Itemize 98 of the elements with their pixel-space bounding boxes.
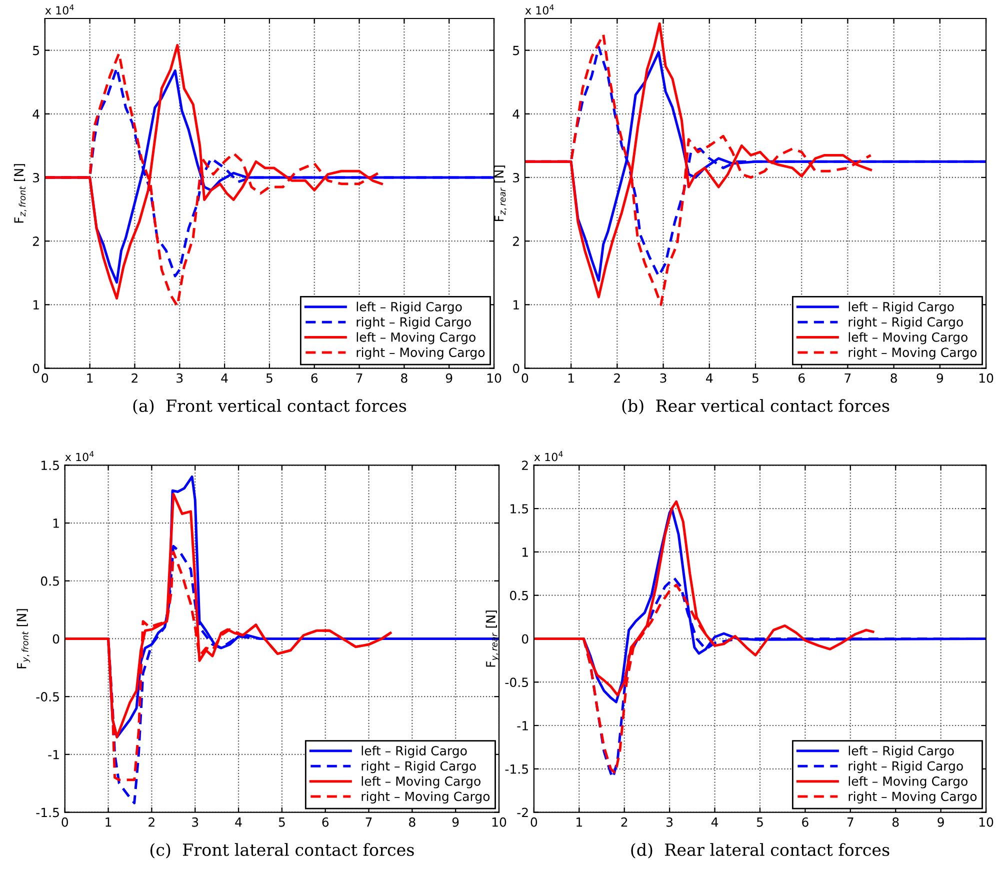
y-tick-label: -1: [48, 750, 59, 760]
x-tick-label: 2: [621, 817, 628, 827]
legend-label: left – Moving Cargo: [362, 776, 480, 788]
text: x 10$^{4}$: [534, 451, 563, 462]
y-tick-label: 5: [33, 46, 39, 56]
y-axis-title: F$_{z,rear}$ [N]: [494, 166, 507, 222]
x-tick-label: 3: [660, 373, 666, 383]
y-tick-label: 1.5: [42, 460, 59, 470]
legend-label: right – Moving Cargo: [848, 347, 977, 360]
y-tick-label: -2: [517, 808, 528, 818]
x-tick-label: 7: [847, 818, 854, 827]
x-tick-label: 3: [192, 817, 198, 827]
x-tick-label: 6: [322, 817, 329, 827]
x-tick-label: 4: [706, 374, 713, 383]
x-tick-label: 4: [235, 818, 242, 827]
x-tick-label: 0: [62, 817, 68, 827]
x-tick-label: 2: [148, 817, 154, 827]
x-tick-label: 2: [132, 373, 138, 383]
y-tick-label: 0: [522, 634, 528, 644]
x-tick-label: 4: [711, 818, 718, 827]
x-tick-label: 10: [492, 817, 506, 827]
y-tick-label: 1: [522, 548, 528, 557]
y-tick-label: 4: [512, 110, 520, 119]
y-tick-label: -1.5: [505, 764, 528, 774]
y-tick-label: -0.5: [505, 678, 528, 688]
legend-label: left – Moving Cargo: [848, 776, 968, 788]
y-tick-label: 1: [53, 518, 59, 528]
x-tick-label: 2: [614, 373, 620, 383]
legend-label: left – Rigid Cargo: [362, 746, 467, 758]
x-tick-label: 8: [409, 817, 416, 827]
x-tick-label: 1: [106, 818, 112, 827]
y-axis-title: F$_{y,rear}$ [N]: [486, 610, 500, 667]
y-tick-label: -1.5: [36, 808, 59, 818]
legend-label: left – Rigid Cargo: [356, 302, 462, 314]
y-tick-label: 0.5: [510, 590, 528, 600]
x-axis-title: (a) Front vertical contact forces: [133, 399, 406, 414]
x-tick-label: 9: [938, 817, 944, 827]
legend-label: right – Rigid Cargo: [356, 316, 471, 330]
legend-label: left – Rigid Cargo: [848, 746, 954, 758]
y-axis-title: F$_{y,front}$ [N]: [16, 609, 30, 668]
x-tick-label: 3: [176, 373, 183, 383]
x-tick-label: 6: [311, 373, 318, 383]
x-tick-label: 8: [890, 373, 897, 383]
y-tick-label: 2: [33, 236, 39, 246]
y-tick-label: 0: [512, 364, 520, 374]
x-tick-label: 5: [278, 818, 285, 827]
y-tick-label: 1.5: [510, 504, 528, 514]
y-tick-label: 0: [52, 634, 60, 644]
y-tick-label: 1: [514, 300, 519, 310]
x-tick-label: 1: [87, 374, 93, 383]
x-tick-label: 9: [936, 373, 944, 383]
x-tick-label: 9: [452, 817, 459, 827]
legend-label: right – Rigid Cargo: [848, 316, 963, 330]
y-tick-label: 3: [513, 172, 520, 182]
x-tick-label: 4: [221, 374, 228, 383]
legend-label: right – Moving Cargo: [356, 347, 485, 360]
y-tick-label: 2: [513, 236, 519, 246]
x-tick-label: 6: [802, 817, 808, 827]
x-tick-label: 10: [979, 817, 994, 827]
y-tick-label: 5: [513, 46, 519, 56]
x-axis-title: (c) Front lateral contact forces: [150, 843, 414, 858]
x-tick-label: 10: [487, 373, 502, 383]
x-tick-label: 0: [530, 817, 538, 827]
y-axis-title: F$_{z,front}$ [N]: [14, 164, 26, 223]
text: x 10$^{4}$: [65, 451, 94, 462]
y-tick-label: 0: [32, 364, 40, 374]
legend-label: right – Rigid Cargo: [362, 760, 476, 774]
x-tick-label: 7: [844, 374, 851, 383]
x-tick-label: 10: [979, 373, 994, 383]
y-tick-label: 0.5: [40, 576, 59, 586]
y-tick-label: 1: [33, 300, 39, 310]
y-tick-label: 3: [33, 172, 40, 182]
x-axis-title: (b) Rear vertical contact forces: [622, 399, 890, 414]
x-axis-title: (d) Rear lateral contact forces: [631, 843, 890, 858]
legend-label: left – Moving Cargo: [848, 332, 968, 344]
y-tick-label: -0.5: [36, 692, 59, 702]
y-tick-label: 4: [32, 110, 40, 119]
x-tick-label: 5: [266, 374, 272, 383]
y-tick-label: 2: [522, 460, 528, 470]
x-tick-label: 3: [666, 817, 673, 827]
x-tick-label: 5: [756, 818, 763, 827]
x-tick-label: 8: [401, 373, 408, 383]
x-tick-label: 1: [576, 818, 582, 827]
legend-label: right – Rigid Cargo: [848, 760, 963, 774]
y-tick-label: -1: [517, 721, 528, 730]
x-tick-label: 9: [446, 373, 452, 383]
legend-label: right – Moving Cargo: [848, 791, 977, 804]
x-tick-label: 8: [892, 817, 899, 827]
legend-label: left – Moving Cargo: [356, 332, 476, 344]
legend-label: right – Moving Cargo: [362, 791, 490, 804]
x-tick-label: 7: [366, 818, 372, 827]
x-tick-label: 5: [752, 374, 758, 383]
x-tick-label: 1: [568, 374, 574, 383]
x-tick-label: 7: [356, 374, 362, 383]
text: x 10$^{4}$: [45, 4, 74, 15]
legend-label: left – Rigid Cargo: [848, 302, 954, 314]
x-tick-label: 6: [798, 373, 805, 383]
text: x 10$^{4}$: [525, 4, 554, 15]
